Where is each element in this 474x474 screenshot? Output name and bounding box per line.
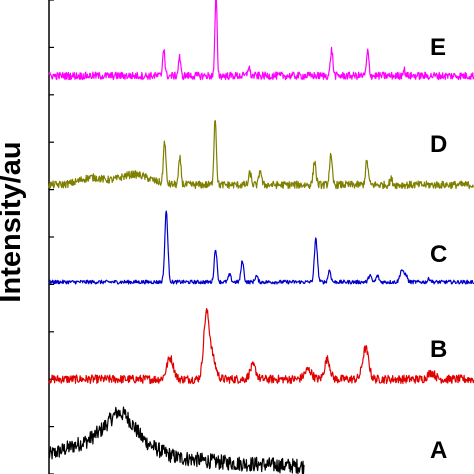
series-line-b (48, 308, 474, 385)
y-axis-label: Intensity/au (0, 141, 27, 302)
series-line-d (48, 119, 474, 190)
series-traces (48, 0, 474, 474)
series-label-c: C (430, 241, 447, 268)
series-label-d: D (430, 131, 447, 158)
series-line-a (48, 406, 305, 474)
series-line-c (48, 210, 474, 285)
series-label-b: B (430, 336, 447, 363)
series-label-a: A (430, 437, 447, 464)
y-axis-ticks (49, 0, 54, 474)
series-label-e: E (430, 34, 446, 61)
series-line-e (48, 0, 474, 81)
